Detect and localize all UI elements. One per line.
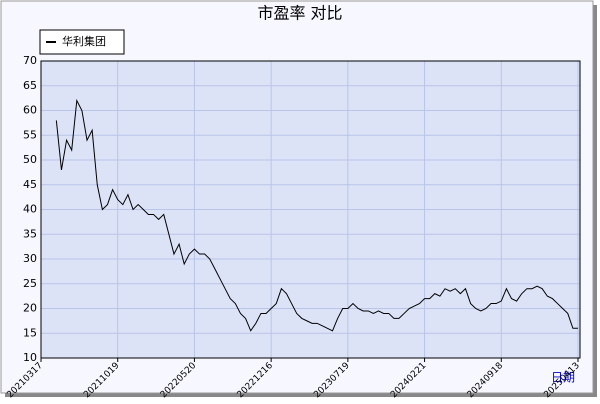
legend-label: 华利集团 [62,34,106,48]
legend-box [39,29,125,55]
line-series [55,98,578,332]
y-tick-label: 30 [23,252,37,265]
y-tick-label: 70 [23,54,37,67]
chart-title: 市盈率 对比 [257,4,342,23]
y-tick-label: 65 [23,79,37,92]
y-tick-label: 45 [23,178,37,191]
y-tick-label: 35 [23,227,37,240]
y-tick-label: 40 [23,203,37,216]
y-tick-label: 15 [23,326,37,339]
y-tick-label: 10 [23,351,37,364]
y-tick-label: 55 [23,128,37,141]
plot-border [40,60,581,359]
x-axis-label: 日期 [551,371,575,385]
y-tick-label: 20 [23,302,37,315]
y-tick-label: 60 [23,104,37,117]
y-tick-label: 25 [23,277,37,290]
y-tick-label: 50 [23,153,37,166]
